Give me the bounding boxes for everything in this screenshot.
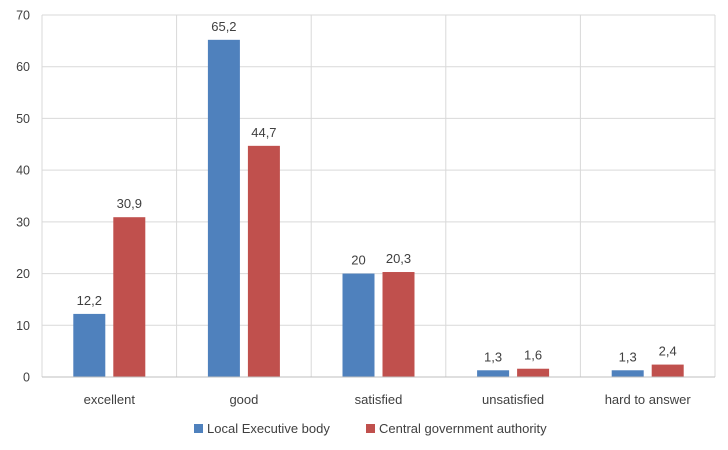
data-label: 2,4 [659, 344, 677, 359]
bar-local-executive [207, 39, 240, 378]
data-label: 1,3 [484, 349, 502, 364]
bar-local-executive [73, 313, 106, 377]
bars [73, 39, 684, 378]
legend-label: Central government authority [379, 421, 547, 436]
y-tick-label: 60 [16, 60, 30, 74]
bar-central-government [517, 368, 550, 377]
bar-local-executive [342, 273, 375, 377]
legend: Local Executive body Central government a… [194, 421, 547, 436]
bar-central-government [651, 364, 684, 377]
y-tick-label: 50 [16, 112, 30, 126]
data-label: 30,9 [117, 196, 142, 211]
bar-central-government [382, 272, 415, 377]
x-tick-label: satisfied [355, 392, 403, 407]
legend-swatch [194, 424, 203, 433]
y-axis-ticks: 0 10 20 30 40 50 60 70 [16, 9, 30, 385]
x-tick-label: hard to answer [605, 392, 692, 407]
data-label: 44,7 [251, 125, 276, 140]
data-label: 1,6 [524, 348, 542, 363]
bar-central-government [113, 217, 146, 377]
y-tick-label: 10 [16, 319, 30, 333]
data-labels: 12,2 30,9 65,2 44,7 20 20,3 1,3 1,6 1,3 2,4 [77, 19, 677, 364]
x-tick-label: good [229, 392, 258, 407]
y-tick-label: 0 [23, 371, 30, 385]
bar-local-executive [477, 370, 510, 377]
bar-local-executive [611, 370, 644, 377]
x-axis: excellent good satisfied unsatisfied hard to… [42, 376, 715, 407]
data-label: 65,2 [211, 19, 236, 34]
y-tick-label: 20 [16, 267, 30, 281]
gridlines [41, 14, 716, 377]
y-tick-label: 30 [16, 215, 30, 229]
data-label: 12,2 [77, 293, 102, 308]
y-tick-label: 40 [16, 164, 30, 178]
data-label: 20 [351, 253, 365, 268]
y-tick-label: 70 [16, 9, 30, 23]
x-tick-label: unsatisfied [482, 392, 544, 407]
data-label: 1,3 [619, 349, 637, 364]
data-label: 20,3 [386, 251, 411, 266]
bar-central-government [247, 145, 280, 377]
legend-swatch [366, 424, 375, 433]
legend-label: Local Executive body [207, 421, 330, 436]
x-tick-label: excellent [84, 392, 136, 407]
